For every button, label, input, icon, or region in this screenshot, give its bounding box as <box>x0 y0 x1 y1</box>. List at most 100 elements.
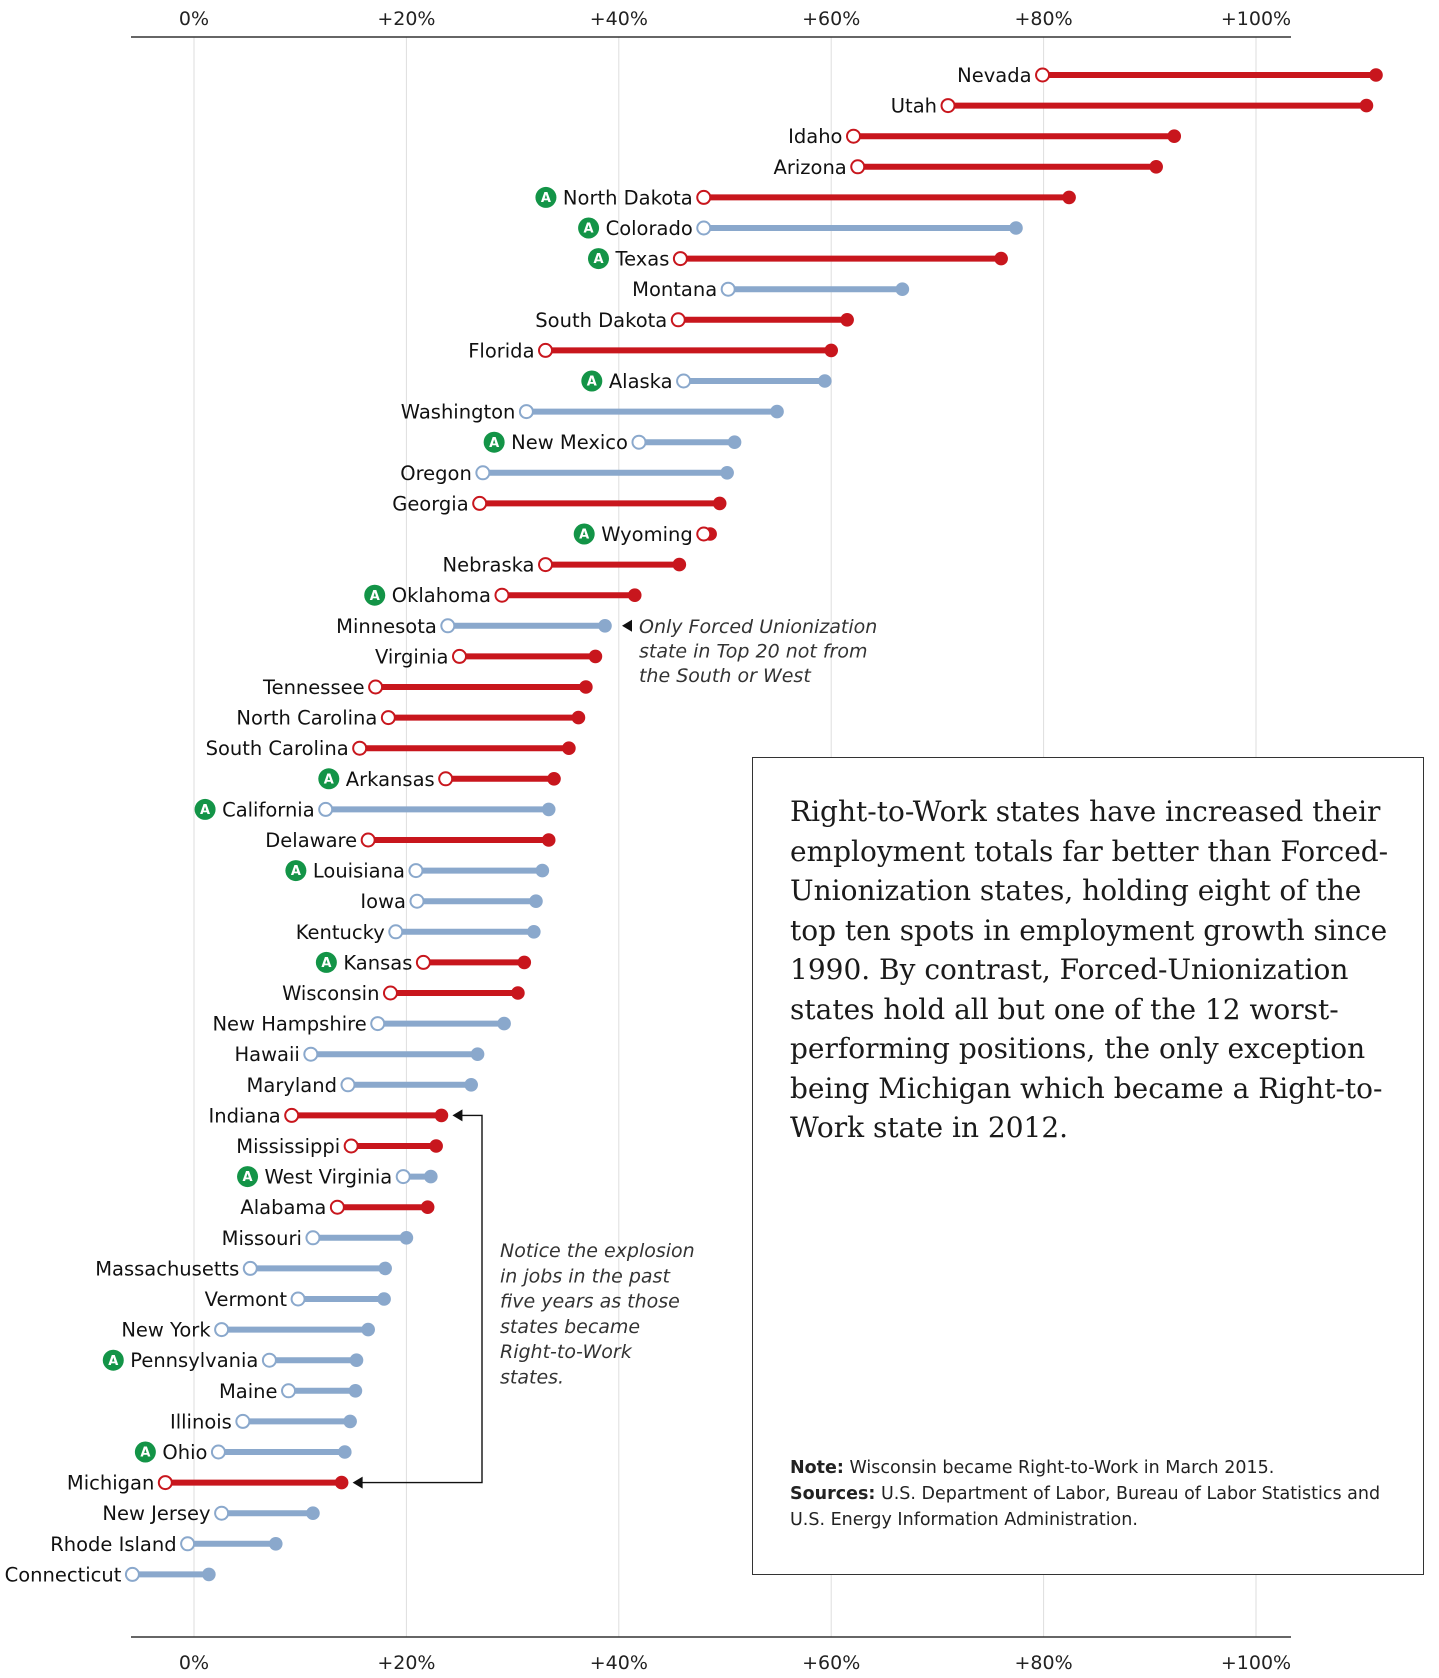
note-label: Note: <box>790 1458 844 1478</box>
x-tick-label-bottom: +80% <box>1015 1652 1073 1674</box>
state-row-new-mexico: New Mexico A <box>483 431 742 454</box>
end-2016-marker <box>527 925 541 939</box>
x-tick-label-top: +20% <box>377 8 435 30</box>
start-2010-marker <box>261 1352 277 1368</box>
state-label: Utah <box>891 95 937 118</box>
state-label: Pennsylvania <box>130 1349 258 1372</box>
annotation-arrow <box>352 1476 363 1489</box>
state-label: Ohio <box>162 1441 207 1464</box>
start-2010-marker <box>242 1260 258 1276</box>
end-2016-marker <box>672 557 687 572</box>
start-2010-marker <box>1035 67 1051 83</box>
gas-oil-icon: A <box>581 370 603 392</box>
annotation-explosion-line: states became <box>500 1316 640 1338</box>
state-label: Missouri <box>222 1227 302 1250</box>
end-2016-marker <box>202 1567 216 1582</box>
state-row-connecticut: Connecticut <box>5 1563 216 1586</box>
gas-oil-icon: A <box>315 951 337 973</box>
end-2016-marker <box>464 1078 478 1092</box>
end-2016-marker <box>824 343 838 358</box>
state-row-louisiana: Louisiana A <box>285 860 550 883</box>
start-2010-marker <box>305 1230 321 1246</box>
start-2010-marker <box>352 740 368 756</box>
end-2016-marker <box>627 588 642 602</box>
annotation-minnesota-line: state in Top 20 not from <box>639 640 868 662</box>
gas-oil-badge-letter: A <box>593 252 603 267</box>
start-2010-marker <box>388 924 404 940</box>
end-2016-marker <box>541 802 556 817</box>
gas-oil-badge-letter: A <box>489 436 499 451</box>
start-2010-marker <box>214 1505 230 1521</box>
state-label: Kentucky <box>296 921 385 944</box>
state-row-new-york: New York <box>121 1319 375 1342</box>
gas-oil-badge-letter: A <box>584 222 594 237</box>
state-row-delaware: Delaware <box>265 829 556 852</box>
state-label: Delaware <box>265 829 357 852</box>
end-2016-marker <box>470 1047 485 1061</box>
state-row-montana: Montana <box>632 278 910 301</box>
start-2010-marker <box>382 985 398 1001</box>
end-2016-marker <box>840 313 854 327</box>
state-row-west-virginia: West Virginia A <box>237 1166 438 1189</box>
state-row-new-jersey: New Jersey <box>102 1502 320 1525</box>
state-label: Mississippi <box>236 1135 340 1158</box>
state-label: Oklahoma <box>392 584 491 607</box>
state-label: Georgia <box>392 492 468 515</box>
state-row-mississippi: Mississippi <box>236 1135 443 1158</box>
state-label: Florida <box>468 339 534 362</box>
end-2016-marker <box>1062 190 1076 205</box>
end-2016-marker <box>349 1353 364 1367</box>
notes: Note: Wisconsin became Right-to-Work in … <box>790 1455 1400 1533</box>
annotation-explosion-line: in jobs in the past <box>500 1265 671 1287</box>
state-label: New Hampshire <box>212 1013 366 1036</box>
gas-oil-badge-circle <box>315 951 337 973</box>
x-tick-label-bottom: 0% <box>179 1652 209 1674</box>
gas-oil-badge-circle <box>318 768 340 790</box>
end-2016-marker <box>343 1414 357 1429</box>
gas-oil-icon: A <box>194 798 216 820</box>
state-label: Illinois <box>170 1410 232 1433</box>
info-box: Right-to-Work states have increased thei… <box>752 757 1424 1575</box>
start-2010-marker <box>284 1107 300 1123</box>
gas-oil-badge-letter: A <box>243 1170 253 1185</box>
state-label: New Mexico <box>511 431 628 454</box>
annotation-minnesota-line: the South or West <box>639 665 812 687</box>
state-label: Indiana <box>209 1104 281 1127</box>
end-2016-marker <box>818 374 832 388</box>
end-2016-marker <box>895 282 910 297</box>
gas-oil-icon: A <box>535 186 557 208</box>
end-2016-marker <box>727 435 742 450</box>
start-2010-marker <box>210 1444 226 1460</box>
sources-label: Sources: <box>790 1484 876 1504</box>
state-label: Tennessee <box>262 676 365 699</box>
state-label: North Dakota <box>563 186 693 209</box>
start-2010-marker <box>472 495 488 511</box>
start-2010-marker <box>157 1475 173 1491</box>
end-2016-marker <box>377 1292 391 1306</box>
start-2010-marker <box>494 587 510 603</box>
gas-oil-icon: A <box>587 248 609 270</box>
annotation-minnesota-line: Only Forced Unionization <box>639 616 877 638</box>
annotation-explosion-line: five years as those <box>500 1291 680 1313</box>
gas-oil-icon: A <box>364 584 386 606</box>
start-2010-marker <box>672 251 688 267</box>
gas-oil-badge-circle <box>285 860 307 882</box>
state-row-vermont: Vermont <box>205 1288 391 1311</box>
gas-oil-badge-circle <box>483 431 505 453</box>
start-2010-marker <box>846 128 862 144</box>
state-row-colorado: Colorado A <box>578 217 1023 240</box>
start-2010-marker <box>343 1138 359 1154</box>
state-label: South Carolina <box>206 737 349 760</box>
sources-text: U.S. Department of Labor, Bureau of Labo… <box>790 1484 1381 1530</box>
state-row-georgia: Georgia <box>392 492 727 515</box>
end-2016-marker <box>1009 221 1023 235</box>
end-2016-marker <box>562 741 576 755</box>
state-label: New York <box>121 1319 211 1342</box>
start-2010-marker <box>409 893 425 909</box>
state-row-utah: Utah <box>891 95 1374 118</box>
end-2016-marker <box>517 955 532 970</box>
start-2010-marker <box>631 434 647 450</box>
gas-oil-icon: A <box>102 1349 124 1371</box>
state-row-wyoming: Wyoming A <box>573 523 717 546</box>
start-2010-marker <box>380 710 396 726</box>
